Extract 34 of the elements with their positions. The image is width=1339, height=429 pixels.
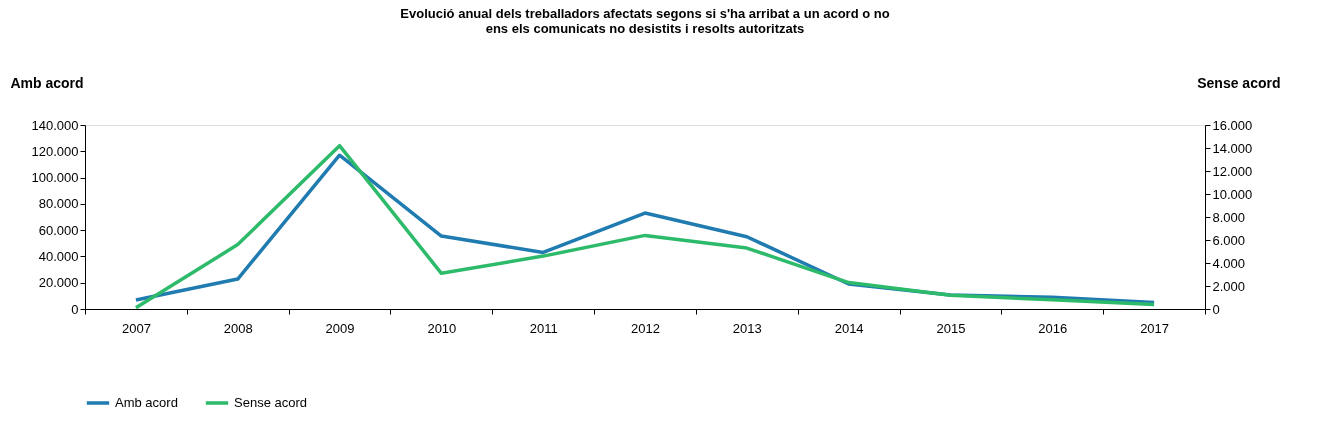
x-tick-label: 2012 bbox=[631, 320, 660, 336]
x-tick-label: 2014 bbox=[834, 320, 864, 336]
y-tick-label: 140.000 bbox=[31, 117, 79, 133]
y2-tick-label: 12.000 bbox=[1212, 163, 1253, 179]
y-axis-title: Amb acord bbox=[10, 74, 84, 91]
y-tick-label: 40.000 bbox=[38, 248, 79, 264]
y2-axis-title: Sense acord bbox=[1197, 74, 1281, 91]
y-tick-label: 80.000 bbox=[38, 196, 79, 212]
text: Evolució anual dels treballadors afectats segons si s'ha arribat a un acord o no bbox=[400, 6, 890, 21]
y2-tick-label: 10.000 bbox=[1212, 186, 1253, 202]
legend-label: Sense acord bbox=[234, 395, 307, 410]
y2-tick-label: 14.000 bbox=[1212, 140, 1253, 156]
y2-tick-label: 16.000 bbox=[1212, 117, 1253, 133]
y-tick-label: 60.000 bbox=[38, 222, 79, 238]
x-tick-label: 2008 bbox=[223, 320, 253, 336]
y2-tick-label: 2.000 bbox=[1212, 278, 1246, 294]
x-tick-label: 2009 bbox=[325, 320, 355, 336]
text: ens els comunicats no desistits i resolts autoritzats bbox=[485, 21, 805, 36]
x-tick-label: 2017 bbox=[1140, 320, 1170, 336]
y-tick-label: 100.000 bbox=[31, 170, 79, 186]
y-tick-label: 120.000 bbox=[31, 143, 79, 159]
x-tick-label: 2010 bbox=[427, 320, 457, 336]
y2-tick-label: 6.000 bbox=[1212, 232, 1246, 248]
y2-tick-label: 4.000 bbox=[1212, 255, 1246, 271]
y2-tick-label: 8.000 bbox=[1212, 209, 1246, 225]
x-tick-label: 2013 bbox=[732, 320, 762, 336]
x-tick-label: 2007 bbox=[121, 320, 151, 336]
x-tick-label: 2015 bbox=[936, 320, 966, 336]
x-tick-label: 2016 bbox=[1038, 320, 1068, 336]
y-tick-label: 0 bbox=[71, 301, 79, 317]
y2-tick-label: 0 bbox=[1212, 301, 1220, 317]
legend-label: Amb acord bbox=[115, 395, 178, 410]
x-tick-label: 2011 bbox=[529, 320, 558, 336]
y-tick-label: 20.000 bbox=[38, 275, 79, 291]
